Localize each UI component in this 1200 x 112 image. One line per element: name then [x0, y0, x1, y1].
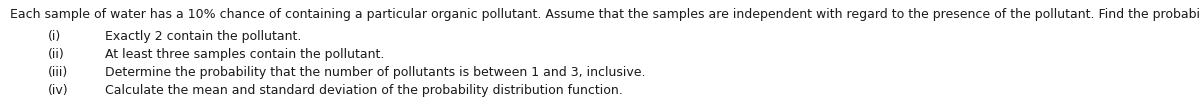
Text: (i): (i)	[48, 30, 61, 43]
Text: Exactly 2 contain the pollutant.: Exactly 2 contain the pollutant.	[106, 30, 301, 43]
Text: At least three samples contain the pollutant.: At least three samples contain the pollu…	[106, 48, 384, 61]
Text: (ii): (ii)	[48, 48, 65, 61]
Text: Each sample of water has a 10% chance of containing a particular organic polluta: Each sample of water has a 10% chance of…	[10, 8, 1200, 21]
Text: Calculate the mean and standard deviation of the probability distribution functi: Calculate the mean and standard deviatio…	[106, 84, 623, 97]
Text: (iii): (iii)	[48, 66, 68, 79]
Text: (iv): (iv)	[48, 84, 68, 97]
Text: Determine the probability that the number of pollutants is between 1 and 3, incl: Determine the probability that the numbe…	[106, 66, 646, 79]
